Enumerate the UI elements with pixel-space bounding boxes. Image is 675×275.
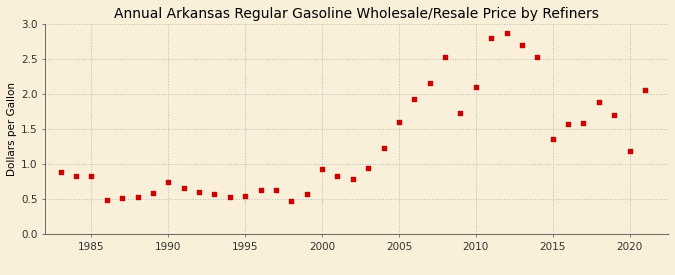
Point: [609, 112, 620, 117]
Point: [624, 149, 635, 153]
Point: [117, 196, 128, 200]
Point: [578, 121, 589, 125]
Point: [547, 136, 558, 141]
Point: [486, 35, 497, 40]
Y-axis label: Dollars per Gallon: Dollars per Gallon: [7, 82, 17, 176]
Point: [593, 100, 604, 104]
Point: [332, 174, 343, 178]
Point: [194, 190, 205, 194]
Point: [225, 195, 236, 200]
Point: [378, 146, 389, 150]
Point: [286, 199, 297, 203]
Title: Annual Arkansas Regular Gasoline Wholesale/Resale Price by Refiners: Annual Arkansas Regular Gasoline Wholesa…: [114, 7, 599, 21]
Point: [425, 81, 435, 85]
Point: [209, 192, 220, 196]
Point: [394, 120, 404, 124]
Point: [132, 195, 143, 200]
Point: [516, 42, 527, 47]
Point: [55, 170, 66, 174]
Point: [502, 31, 512, 35]
Point: [255, 188, 266, 192]
Point: [71, 174, 82, 178]
Point: [301, 192, 312, 196]
Point: [101, 198, 112, 202]
Point: [532, 55, 543, 59]
Point: [240, 194, 250, 198]
Point: [470, 84, 481, 89]
Point: [148, 191, 159, 196]
Point: [363, 166, 374, 170]
Point: [455, 111, 466, 116]
Point: [563, 122, 574, 126]
Point: [640, 88, 651, 92]
Point: [271, 188, 281, 192]
Point: [348, 176, 358, 181]
Point: [409, 97, 420, 101]
Point: [178, 186, 189, 191]
Point: [439, 55, 450, 59]
Point: [86, 174, 97, 178]
Point: [317, 167, 327, 172]
Point: [163, 180, 173, 184]
